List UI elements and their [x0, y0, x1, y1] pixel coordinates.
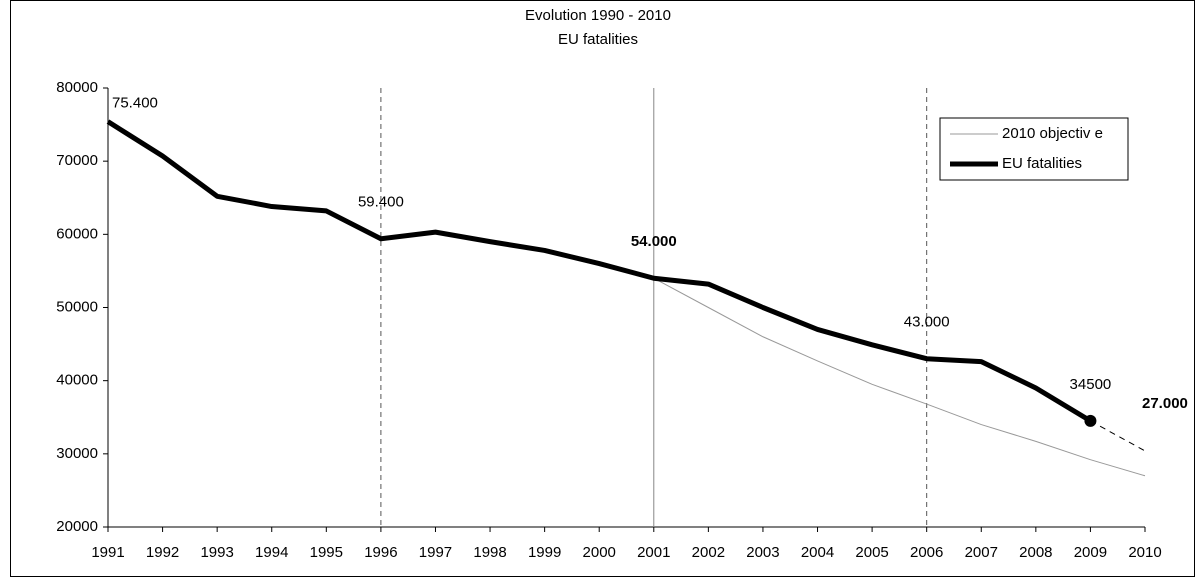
- y-tick-label: 40000: [56, 372, 98, 389]
- x-tick-label: 1994: [255, 544, 288, 561]
- x-tick-label: 2001: [637, 544, 670, 561]
- x-tick-label: 1998: [473, 544, 506, 561]
- x-tick-label: 2000: [583, 544, 616, 561]
- legend-label: 2010 objectiv e: [1002, 125, 1103, 142]
- chart-frame: [10, 0, 1195, 577]
- x-tick-label: 2005: [855, 544, 888, 561]
- x-tick-label: 2010: [1128, 544, 1161, 561]
- y-tick-label: 80000: [56, 79, 98, 96]
- x-tick-label: 2008: [1019, 544, 1052, 561]
- x-tick-label: 2007: [965, 544, 998, 561]
- x-tick-label: 1993: [200, 544, 233, 561]
- y-tick-label: 20000: [56, 518, 98, 535]
- y-tick-label: 70000: [56, 152, 98, 169]
- y-tick-label: 30000: [56, 445, 98, 462]
- legend-box: [939, 117, 1129, 181]
- x-tick-label: 1995: [310, 544, 343, 561]
- legend-label: EU fatalities: [1002, 155, 1082, 172]
- series-line: [106, 119, 1092, 424]
- x-tick-label: 2009: [1074, 544, 1107, 561]
- chart-subtitle: EU fatalities: [558, 31, 638, 48]
- x-tick-label: 2003: [746, 544, 779, 561]
- x-tick-label: 2002: [692, 544, 725, 561]
- series-line: [653, 277, 1146, 477]
- x-tick-label: 1996: [364, 544, 397, 561]
- data-label: 43.000: [904, 314, 950, 331]
- data-label: 75.400: [112, 95, 158, 112]
- x-tick-label: 2004: [801, 544, 834, 561]
- x-tick-label: 1997: [419, 544, 452, 561]
- data-label: 54.000: [631, 233, 677, 250]
- y-tick-label: 50000: [56, 298, 98, 315]
- data-label: 27.000: [1142, 395, 1188, 412]
- x-tick-label: 2006: [910, 544, 943, 561]
- data-label: 59.400: [358, 194, 404, 211]
- x-tick-label: 1992: [146, 544, 179, 561]
- data-label: 34500: [1070, 376, 1112, 393]
- y-tick-label: 60000: [56, 225, 98, 242]
- chart-title: Evolution 1990 - 2010: [525, 7, 671, 24]
- x-tick-label: 1991: [91, 544, 124, 561]
- x-tick-label: 1999: [528, 544, 561, 561]
